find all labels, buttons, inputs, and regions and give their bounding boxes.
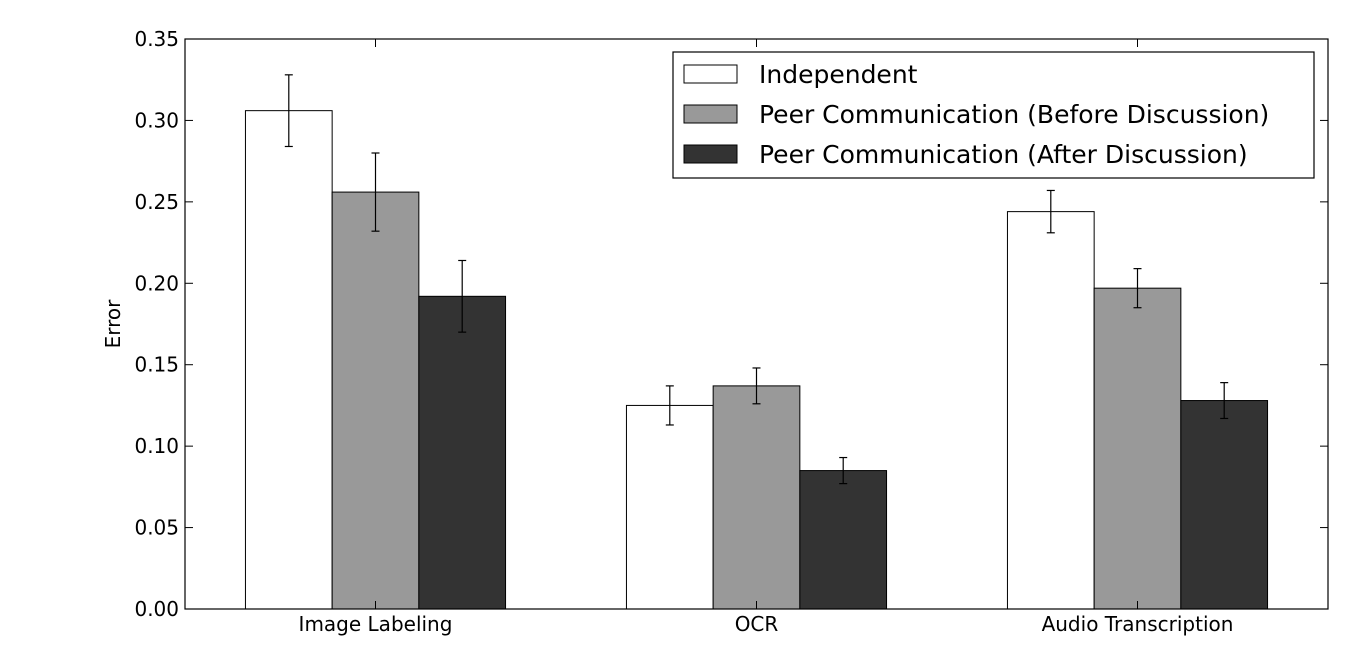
y-axis: 0.00 0.05 0.10 0.15 0.20 0.25 0.30 0.35	[134, 27, 1328, 621]
legend-items: Independent Peer Communication (Before Di…	[683, 60, 1269, 169]
legend-swatch	[683, 104, 738, 124]
y-tick-label: 0.35	[134, 27, 179, 51]
bar-3-ocr	[799, 470, 888, 610]
bar-2-audio-transcription	[1093, 287, 1182, 610]
legend-swatch	[683, 144, 738, 164]
bar-3-image-labeling	[418, 295, 507, 610]
y-axis-label: Error	[101, 299, 125, 349]
legend-frame	[672, 51, 1315, 179]
y-tick-label: 0.10	[134, 434, 179, 458]
y-tick-label: 0.00	[134, 597, 179, 621]
legend-label: Peer Communication (Before Discussion)	[759, 100, 1269, 129]
legend: Independent Peer Communication (Before Di…	[672, 51, 1315, 179]
bar-3-audio-transcription	[1180, 400, 1269, 610]
bar-2-ocr	[712, 385, 801, 610]
y-tick-label: 0.25	[134, 190, 179, 214]
bar-1-ocr	[625, 404, 714, 610]
x-axis: Image Labeling OCR Audio Transcription	[299, 39, 1234, 636]
legend-swatch	[683, 64, 738, 84]
bar-1-image-labeling	[244, 110, 333, 610]
x-tick-label: Audio Transcription	[1042, 612, 1234, 636]
y-tick-label: 0.05	[134, 516, 179, 540]
bar-2-image-labeling	[331, 191, 420, 610]
y-tick-label: 0.30	[134, 108, 179, 132]
y-tick-label: 0.15	[134, 353, 179, 377]
x-tick-label: OCR	[735, 612, 779, 636]
bar-1-audio-transcription	[1006, 211, 1095, 610]
legend-label: Peer Communication (After Discussion)	[759, 140, 1248, 169]
errorbars-layer	[284, 74, 1229, 485]
legend-label: Independent	[759, 60, 918, 89]
bars-layer	[244, 110, 1269, 610]
x-tick-label: Image Labeling	[299, 612, 453, 636]
y-tick-label: 0.20	[134, 271, 179, 295]
